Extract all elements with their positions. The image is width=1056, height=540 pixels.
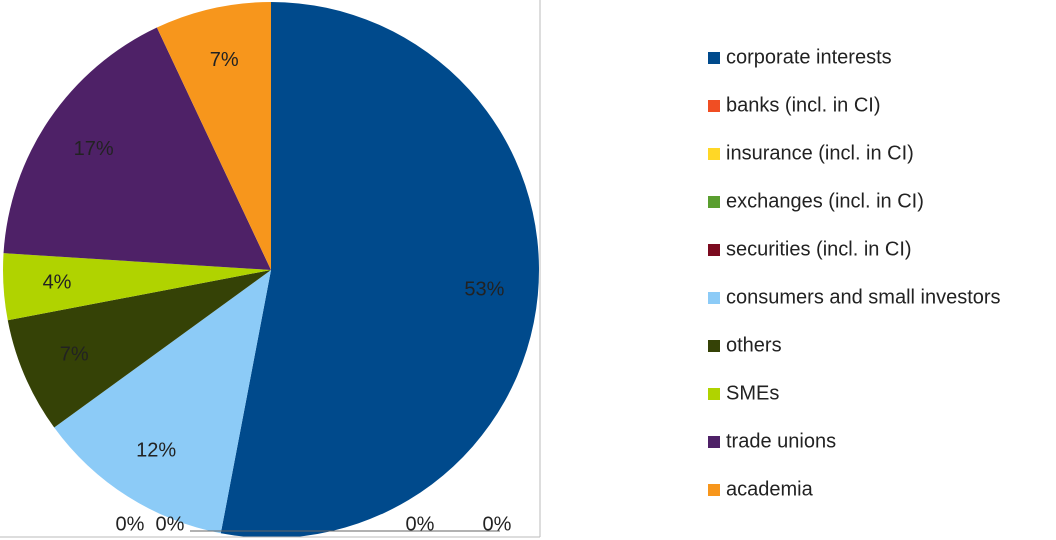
legend-swatch [708,148,720,160]
slice [54,270,272,534]
slice [7,270,272,428]
legend-label: banks (incl. in CI) [726,94,881,116]
legend-swatch [708,292,720,304]
legend-label: academia [726,478,814,500]
data-label: 0% [483,513,512,535]
data-label: 0% [116,513,145,535]
data-label: 4% [43,272,72,294]
data-label: 17% [74,138,114,160]
legend-label: trade unions [726,430,836,452]
data-label: 7% [60,343,89,365]
legend-label: insurance (incl. in CI) [726,142,914,164]
legend-swatch [708,196,720,208]
slice [2,253,271,321]
legend-label: corporate interests [726,46,892,68]
legend: corporate interests banks (incl. in CI) in… [708,46,1001,500]
legend-swatch [708,340,720,352]
data-label: 0% [156,513,185,535]
slice [220,2,539,537]
legend-label: SMEs [726,382,779,404]
legend-swatch [708,388,720,400]
legend-swatch [708,100,720,112]
legend-swatch [708,436,720,448]
legend-label: exchanges (incl. in CI) [726,190,924,212]
labels: 53% 0% 0% 0% 0% 12% 7% 4% 17% 7% [43,49,512,535]
data-label: 7% [210,49,239,71]
slice [156,2,271,270]
legend-label: consumers and small investors [726,286,1001,308]
data-label: 53% [464,278,504,300]
legend-swatch [708,52,720,64]
data-label: 0% [406,513,435,535]
legend-swatch [708,484,720,496]
legend-label: securities (incl. in CI) [726,238,912,260]
data-label: 12% [136,439,176,461]
pie [2,2,539,537]
legend-swatch [708,244,720,256]
slice [3,27,271,271]
legend-label: others [726,334,782,356]
